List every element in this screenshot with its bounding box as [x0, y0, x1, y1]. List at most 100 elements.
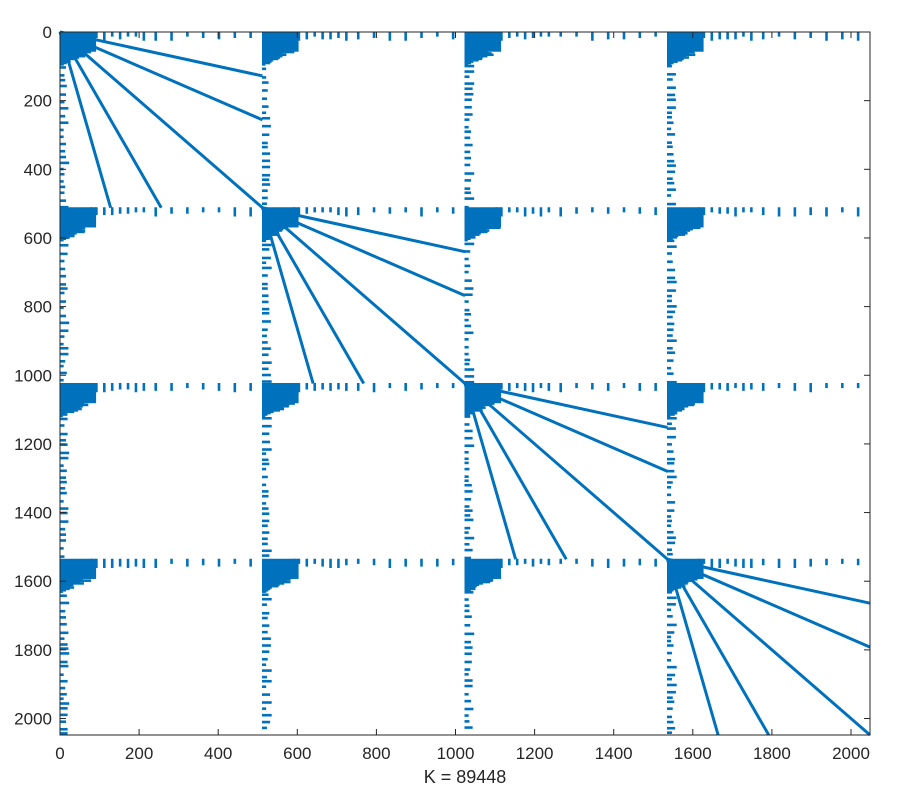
col-dash [464, 113, 473, 116]
row-dash [404, 383, 407, 391]
x-tick-label: 1200 [516, 744, 554, 763]
row-dash [217, 383, 221, 391]
row-dash [856, 207, 860, 217]
row-dash [761, 31, 765, 40]
col-dash [667, 294, 672, 298]
col-dash [59, 155, 67, 159]
block-3-0 [59, 558, 252, 735]
col-dash [464, 556, 472, 560]
row-dash [591, 31, 594, 41]
col-dash [667, 548, 672, 552]
col-dash [59, 149, 66, 153]
row-dash [388, 207, 392, 214]
col-dash [262, 458, 269, 462]
row-dash [777, 31, 781, 37]
col-dash [464, 179, 472, 182]
col-dash [667, 315, 673, 319]
col-dash [464, 191, 472, 195]
row-dash [313, 558, 317, 564]
col-dash [262, 367, 269, 371]
row-dash [622, 207, 626, 213]
row-dash [638, 383, 642, 391]
row-dash [702, 207, 706, 216]
col-dash [464, 526, 471, 530]
col-dash [262, 347, 271, 350]
row-dash [233, 383, 237, 393]
col-dash [464, 264, 471, 268]
block-3-2 [464, 558, 657, 729]
row-dash [90, 383, 93, 391]
col-dash [667, 276, 676, 280]
col-dash [464, 497, 472, 501]
col-dash [262, 657, 268, 661]
col-dash [667, 726, 676, 730]
row-dash [118, 207, 122, 214]
col-dash [667, 435, 676, 439]
row-dash [186, 31, 189, 37]
col-dash [262, 462, 270, 466]
dense-corner [262, 383, 299, 404]
col-dash [59, 533, 67, 536]
col-dash [59, 664, 69, 668]
col-dash [667, 86, 676, 90]
col-dash [464, 331, 474, 335]
x-tick-label: 1000 [437, 744, 475, 763]
row-dash [515, 207, 519, 213]
row-dash [575, 207, 578, 214]
row-dash [761, 383, 765, 391]
col-dash [667, 305, 677, 308]
row-dash [622, 383, 626, 389]
col-dash [667, 73, 676, 76]
x-tick-label: 800 [362, 744, 390, 763]
col-dash [59, 259, 65, 263]
col-dash [667, 450, 674, 453]
col-dash [667, 310, 676, 314]
col-dash [464, 87, 473, 91]
col-dash [262, 320, 271, 323]
row-dash [742, 383, 745, 391]
col-dash [464, 64, 475, 68]
row-dash [356, 207, 360, 216]
row-dash [495, 31, 498, 37]
col-dash [262, 159, 271, 163]
row-dash [329, 207, 332, 213]
col-dash [464, 293, 473, 297]
x-tick-label: 1600 [674, 744, 712, 763]
col-dash [59, 74, 65, 77]
row-dash [508, 558, 511, 566]
col-dash [464, 531, 469, 534]
col-dash [262, 630, 268, 634]
col-dash [464, 60, 471, 63]
col-dash [667, 591, 672, 594]
row-dash [110, 558, 114, 568]
row-dash [539, 383, 543, 389]
col-dash [59, 587, 65, 591]
row-dash [126, 207, 130, 214]
col-dash [667, 501, 676, 504]
col-dash [262, 189, 268, 193]
col-dash [667, 188, 676, 191]
col-dash [59, 243, 69, 247]
row-dash [337, 207, 340, 216]
col-dash [59, 727, 68, 731]
row-dash [305, 558, 309, 567]
col-dash [59, 291, 65, 295]
col-dash [667, 416, 677, 420]
col-dash [59, 100, 65, 104]
col-dash [262, 713, 272, 717]
row-dash [451, 207, 455, 214]
row-dash [523, 31, 527, 40]
col-dash [262, 105, 269, 108]
row-dash [500, 31, 503, 41]
col-dash [464, 125, 469, 129]
row-dash [404, 31, 407, 41]
row-dash [186, 207, 189, 214]
row-dash [297, 31, 301, 41]
row-dash [718, 558, 722, 568]
row-dash [575, 383, 578, 389]
col-dash [464, 615, 472, 618]
col-dash [59, 185, 66, 189]
col-dash [59, 60, 69, 63]
row-dash [622, 31, 626, 40]
col-dash [59, 329, 69, 333]
